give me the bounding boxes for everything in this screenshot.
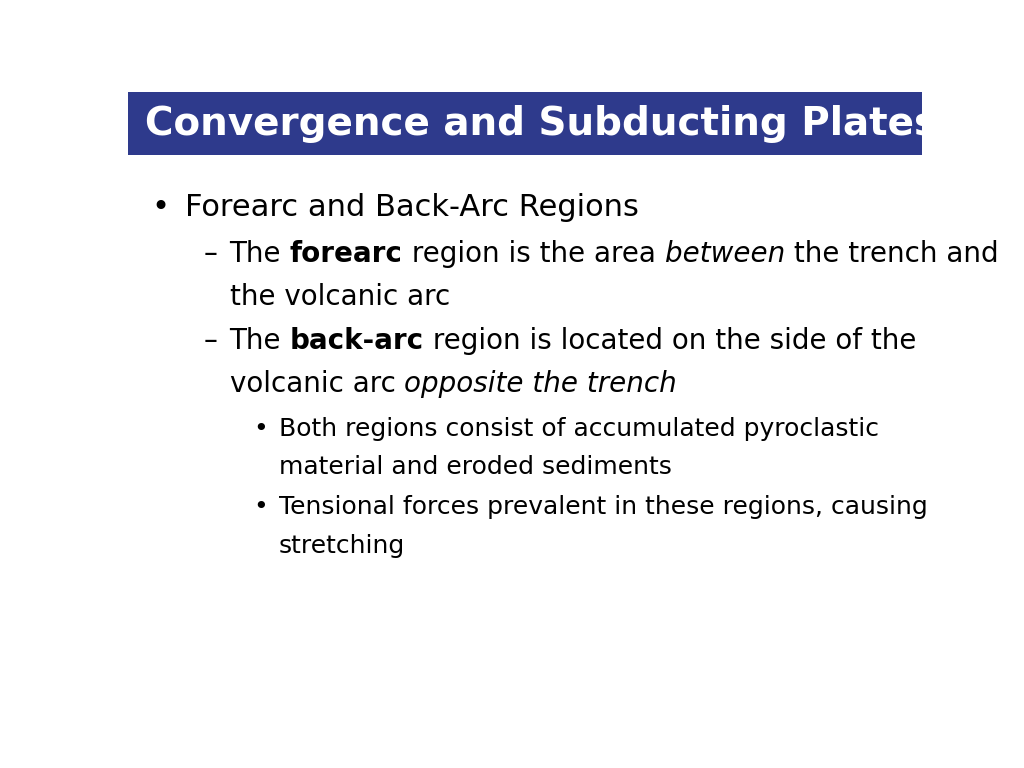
Text: Convergence and Subducting Plates: Convergence and Subducting Plates	[145, 104, 938, 143]
Bar	[128, 92, 922, 155]
Text: opposite the trench: opposite the trench	[404, 370, 677, 398]
Text: •: •	[253, 417, 268, 441]
Text: The: The	[229, 240, 290, 268]
Text: volcanic arc: volcanic arc	[229, 370, 404, 398]
Text: Forearc and Back-Arc Regions: Forearc and Back-Arc Regions	[185, 193, 639, 222]
Text: region is located on the side of the: region is located on the side of the	[424, 327, 916, 356]
Text: –: –	[204, 327, 217, 356]
Text: •: •	[152, 193, 170, 222]
Text: stretching: stretching	[279, 534, 406, 558]
Text: Both regions consist of accumulated pyroclastic: Both regions consist of accumulated pyro…	[279, 417, 879, 441]
Text: the volcanic arc: the volcanic arc	[229, 283, 450, 310]
Text: region is the area: region is the area	[402, 240, 665, 268]
Text: The: The	[229, 327, 290, 356]
Text: material and eroded sediments: material and eroded sediments	[279, 455, 672, 479]
Text: the trench and: the trench and	[784, 240, 998, 268]
Text: Tensional forces prevalent in these regions, causing: Tensional forces prevalent in these regi…	[279, 495, 928, 519]
Text: back-arc: back-arc	[290, 327, 424, 356]
Text: –: –	[204, 240, 217, 268]
Text: between: between	[665, 240, 784, 268]
Text: forearc: forearc	[290, 240, 402, 268]
Text: •: •	[253, 495, 268, 519]
